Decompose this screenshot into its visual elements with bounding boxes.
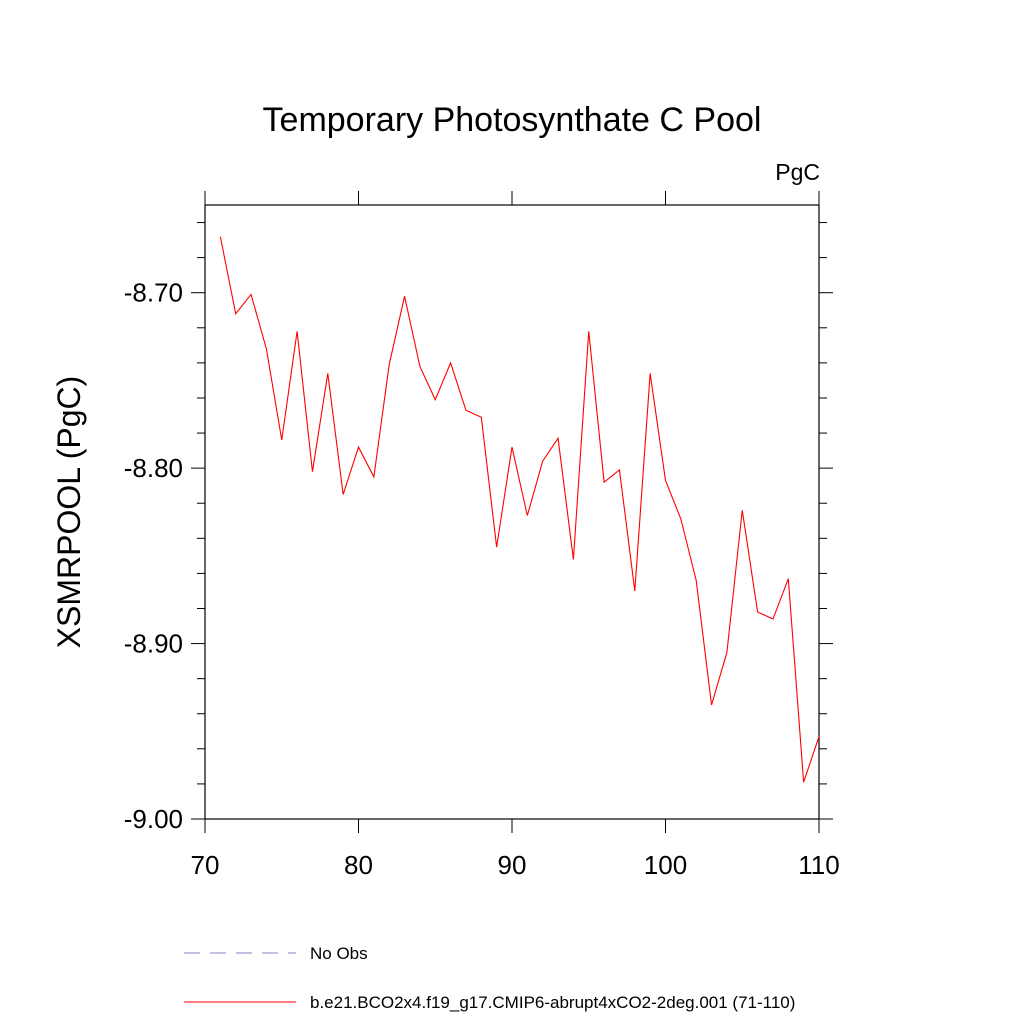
legend-label: b.e21.BCO2x4.f19_g17.CMIP6-abrupt4xCO2-2…: [310, 993, 795, 1012]
y-tick-label: -8.90: [124, 629, 183, 659]
chart-title: Temporary Photosynthate C Pool: [263, 101, 762, 139]
y-tick-label: -8.70: [124, 278, 183, 308]
legend-label: No Obs: [310, 944, 368, 963]
x-tick-label: 90: [498, 850, 527, 880]
unit-label: PgC: [775, 159, 820, 185]
series-line: [219, 236, 820, 783]
x-tick-label: 110: [798, 850, 839, 880]
y-axis: -9.00 -8.90 -8.80 -8.70: [124, 222, 833, 834]
x-tick-label: 100: [644, 850, 687, 880]
x-tick-label: 70: [191, 850, 220, 880]
y-tick-label: -9.00: [124, 804, 183, 834]
plot-area: [219, 236, 820, 783]
x-axis: 70 80 90 100 110: [191, 191, 840, 880]
plot-frame: [204, 204, 820, 820]
y-axis-label: XSMRPOOL (PgC): [51, 376, 87, 649]
x-tick-label: 80: [344, 850, 373, 880]
legend: No Obs b.e21.BCO2x4.f19_g17.CMIP6-abrupt4…: [184, 944, 795, 1012]
y-tick-label: -8.80: [124, 453, 183, 483]
